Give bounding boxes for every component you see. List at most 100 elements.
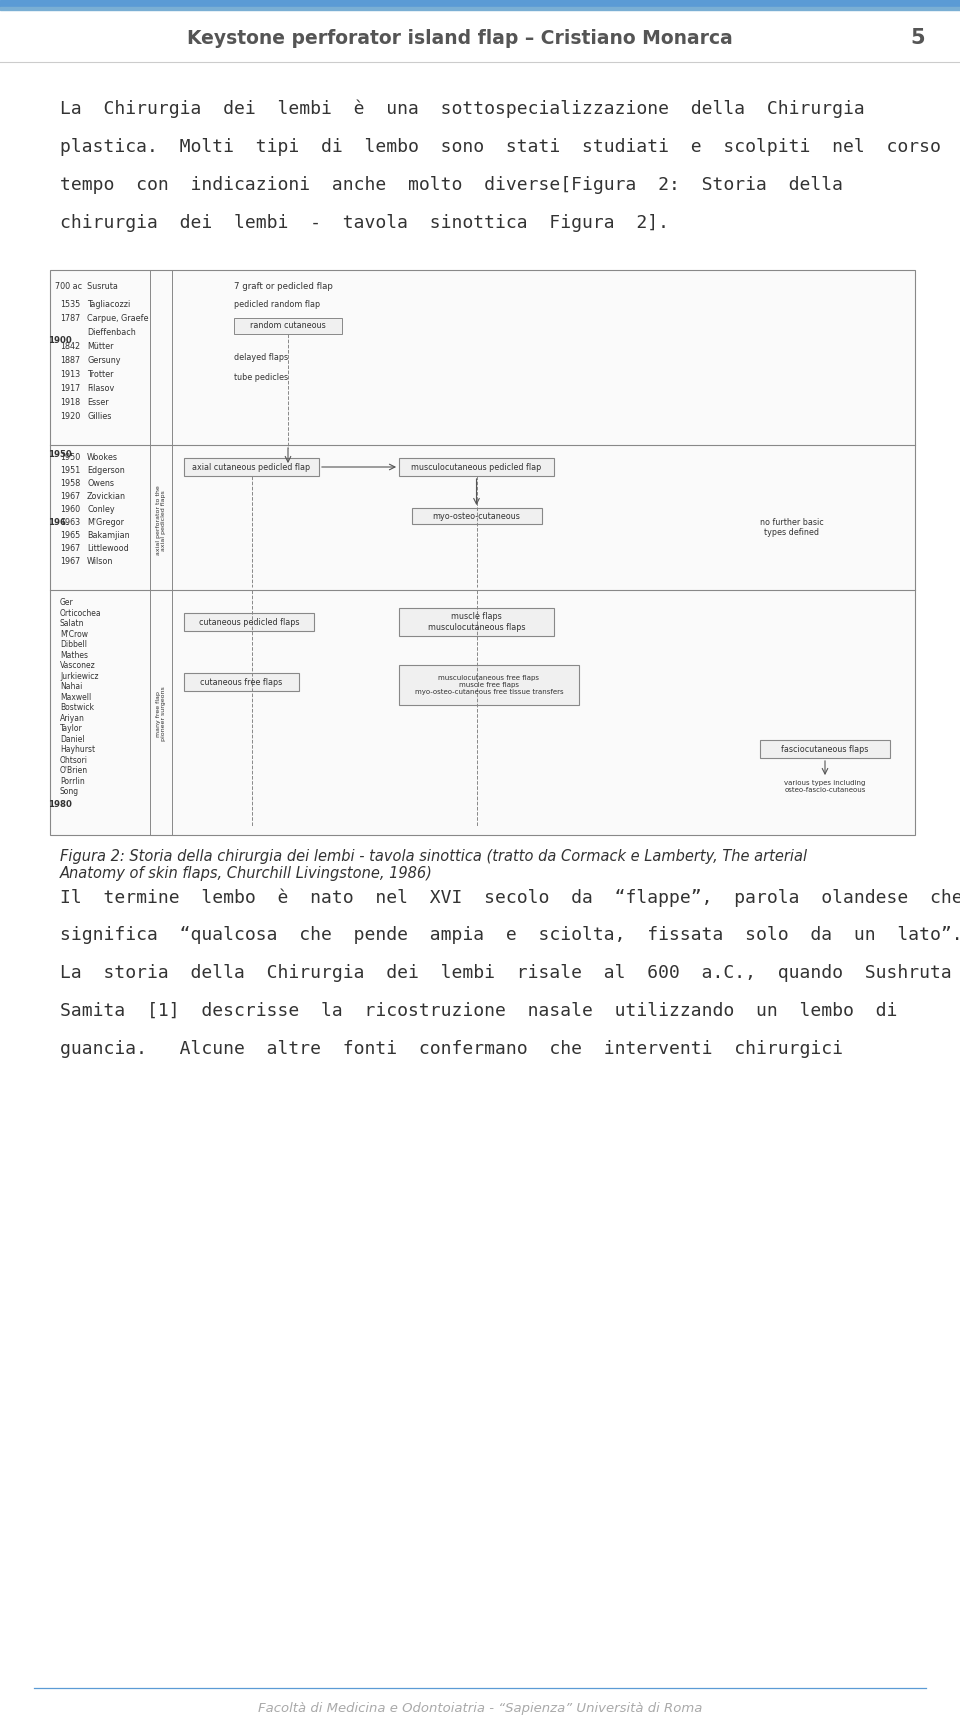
- Text: axial perforator to the
axial pedicled flaps: axial perforator to the axial pedicled f…: [156, 485, 166, 556]
- Text: Dibbell: Dibbell: [60, 640, 87, 649]
- Text: 1917: 1917: [60, 383, 81, 394]
- Text: Bakamjian: Bakamjian: [87, 532, 130, 540]
- Text: 1967: 1967: [60, 557, 81, 566]
- Bar: [184, 613, 314, 632]
- Text: 1980: 1980: [48, 799, 72, 809]
- Bar: [399, 457, 554, 476]
- Text: pedicled random flap: pedicled random flap: [234, 300, 320, 309]
- Bar: [0, 0, 960, 7]
- Text: musculocutaneous free flaps
muscle free flaps
myo-osteo-cutaneous free tissue tr: musculocutaneous free flaps muscle free …: [415, 675, 564, 696]
- Text: Edgerson: Edgerson: [87, 466, 125, 475]
- Text: various types including
osteo-fascio-cutaneous: various types including osteo-fascio-cut…: [784, 780, 866, 792]
- Text: Facoltà di Medicina e Odontoiatria - “Sapienza” Università di Roma: Facoltà di Medicina e Odontoiatria - “Sa…: [258, 1702, 702, 1716]
- Text: 1787: 1787: [60, 314, 81, 323]
- Bar: [234, 318, 342, 335]
- Bar: [50, 269, 915, 835]
- Text: Daniel: Daniel: [60, 735, 84, 744]
- Text: chirurgia  dei  lembi  -  tavola  sinottica  Figura  2].: chirurgia dei lembi - tavola sinottica F…: [60, 214, 669, 231]
- Text: Filasov: Filasov: [87, 383, 114, 394]
- Text: Samita  [1]  descrisse  la  ricostruzione  nasale  utilizzando  un  lembo  di: Samita [1] descrisse la ricostruzione na…: [60, 1003, 898, 1020]
- Text: Esser: Esser: [87, 399, 108, 407]
- Text: Figura 2: Storia della chirurgia dei lembi - tavola sinottica (tratto da Cormack: Figura 2: Storia della chirurgia dei lem…: [60, 849, 807, 865]
- Text: Tagliacozzi: Tagliacozzi: [87, 300, 131, 309]
- Text: Carpue, Graefe: Carpue, Graefe: [87, 314, 149, 323]
- Text: 5: 5: [911, 28, 925, 48]
- Text: 1960: 1960: [60, 506, 80, 514]
- Text: La  storia  della  Chirurgia  dei  lembi  risale  al  600  a.C.,  quando  Sushru: La storia della Chirurgia dei lembi risa…: [60, 965, 951, 982]
- Text: musculocutaneous pedicled flap: musculocutaneous pedicled flap: [412, 463, 541, 471]
- Text: cutaneous pedicled flaps: cutaneous pedicled flaps: [199, 618, 300, 627]
- Text: delayed flaps: delayed flaps: [234, 354, 288, 362]
- Text: cutaneous free flaps: cutaneous free flaps: [201, 678, 282, 687]
- Text: myo-osteo-cutaneous: myo-osteo-cutaneous: [433, 511, 520, 521]
- Text: Wilson: Wilson: [87, 557, 113, 566]
- Text: Maxwell: Maxwell: [60, 692, 91, 701]
- Text: Il  termine  lembo  è  nato  nel  XVI  secolo  da  “flappe”,  parola  olandese  : Il termine lembo è nato nel XVI secolo d…: [60, 887, 960, 906]
- Text: Dieffenbach: Dieffenbach: [87, 328, 135, 337]
- Text: tube pedicles: tube pedicles: [234, 373, 288, 381]
- Text: 1918: 1918: [60, 399, 80, 407]
- Text: Ohtsori: Ohtsori: [60, 756, 88, 765]
- Text: significa  “qualcosa  che  pende  ampia  e  sciolta,  fissata  solo  da  un  lat: significa “qualcosa che pende ampia e sc…: [60, 927, 960, 944]
- Text: Jurkiewicz: Jurkiewicz: [60, 671, 99, 680]
- Text: La  Chirurgia  dei  lembi  è  una  sottospecializzazione  della  Chirurgia: La Chirurgia dei lembi è una sottospecia…: [60, 100, 865, 119]
- Text: Littlewood: Littlewood: [87, 544, 129, 552]
- Text: Keystone perforator island flap – Cristiano Monarca: Keystone perforator island flap – Cristi…: [187, 29, 732, 48]
- Text: Taylor: Taylor: [60, 723, 83, 734]
- Text: 196.: 196.: [48, 518, 69, 526]
- Text: 1963: 1963: [60, 518, 80, 526]
- Text: 1920: 1920: [60, 413, 81, 421]
- Text: 1951: 1951: [60, 466, 81, 475]
- Text: Conley: Conley: [87, 506, 114, 514]
- Text: 1913: 1913: [60, 369, 80, 380]
- Text: Mathes: Mathes: [60, 651, 88, 659]
- Text: Porrlin: Porrlin: [60, 777, 84, 785]
- Text: Zovickian: Zovickian: [87, 492, 126, 501]
- Text: Bostwick: Bostwick: [60, 702, 94, 713]
- Text: 1965: 1965: [60, 532, 81, 540]
- Bar: [0, 7, 960, 10]
- Text: Wookes: Wookes: [87, 452, 118, 463]
- Text: 1842: 1842: [60, 342, 80, 350]
- Text: tempo  con  indicazioni  anche  molto  diverse[Figura  2:  Storia  della: tempo con indicazioni anche molto divers…: [60, 176, 843, 193]
- Text: 1950: 1950: [48, 450, 72, 459]
- Text: 1967: 1967: [60, 544, 81, 552]
- Text: random cutaneous: random cutaneous: [251, 321, 325, 330]
- Text: Ger: Ger: [60, 597, 74, 608]
- Text: Orticochea: Orticochea: [60, 609, 102, 618]
- Text: M'Gregor: M'Gregor: [87, 518, 124, 526]
- Text: axial cutaneous pedicled flap: axial cutaneous pedicled flap: [192, 463, 311, 471]
- Text: Owens: Owens: [87, 480, 114, 488]
- Bar: [399, 665, 579, 704]
- Bar: [399, 608, 554, 635]
- Text: 1950: 1950: [60, 452, 81, 463]
- Text: Vasconez: Vasconez: [60, 661, 96, 670]
- Text: Anatomy of skin flaps, Churchill Livingstone, 1986): Anatomy of skin flaps, Churchill Livings…: [60, 866, 433, 880]
- Text: Song: Song: [60, 787, 79, 796]
- Text: Ariyan: Ariyan: [60, 713, 84, 723]
- Text: 1900: 1900: [48, 337, 72, 345]
- Text: Trotter: Trotter: [87, 369, 113, 380]
- Text: guancia.   Alcune  altre  fonti  confermano  che  interventi  chirurgici: guancia. Alcune altre fonti confermano c…: [60, 1041, 843, 1058]
- Bar: [184, 457, 319, 476]
- Text: fasciocutaneous flaps: fasciocutaneous flaps: [781, 744, 869, 754]
- Bar: [184, 673, 299, 690]
- Text: 1958: 1958: [60, 480, 81, 488]
- Text: Hayhurst: Hayhurst: [60, 746, 95, 754]
- Text: 1887: 1887: [60, 356, 80, 364]
- Bar: [760, 740, 890, 758]
- Text: Mütter: Mütter: [87, 342, 113, 350]
- Text: plastica.  Molti  tipi  di  lembo  sono  stati  studiati  e  scolpiti  nel  cors: plastica. Molti tipi di lembo sono stati…: [60, 138, 960, 155]
- Text: M'Crow: M'Crow: [60, 630, 88, 639]
- Bar: [412, 507, 541, 525]
- Text: 1967: 1967: [60, 492, 81, 501]
- Text: many free flap
pioneer surgeons: many free flap pioneer surgeons: [156, 687, 166, 742]
- Text: 700 ac  Susruta: 700 ac Susruta: [55, 281, 118, 292]
- Text: O'Brien: O'Brien: [60, 766, 88, 775]
- Text: Gillies: Gillies: [87, 413, 111, 421]
- Text: Gersuny: Gersuny: [87, 356, 121, 364]
- Text: Nahai: Nahai: [60, 682, 83, 690]
- Text: 7 graft or pedicled flap: 7 graft or pedicled flap: [234, 281, 333, 292]
- Text: no further basic
types defined: no further basic types defined: [760, 518, 824, 537]
- Text: 1535: 1535: [60, 300, 81, 309]
